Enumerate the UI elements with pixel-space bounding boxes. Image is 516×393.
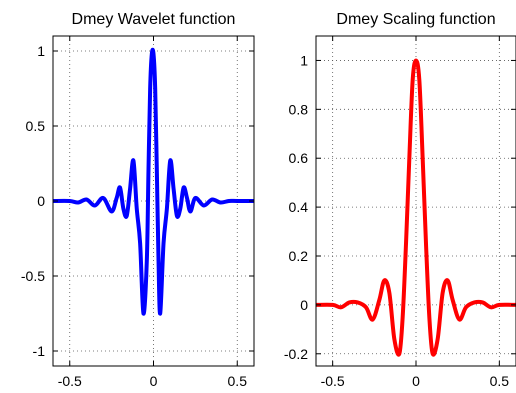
y-tick-label: 1 xyxy=(37,43,45,59)
y-tick-label: 0.2 xyxy=(289,248,309,264)
y-tick-label: 0.5 xyxy=(26,118,46,134)
y-tick-label: -0.2 xyxy=(284,346,308,362)
y-tick-label: 0 xyxy=(37,193,45,209)
series-line xyxy=(53,47,254,316)
x-tick-label: -0.5 xyxy=(321,373,345,389)
y-tick-label: 0.4 xyxy=(289,199,309,215)
x-tick-label: 0 xyxy=(412,373,420,389)
y-tick-label: -1 xyxy=(33,343,46,359)
x-tick-label: -0.5 xyxy=(58,373,82,389)
y-tick-label: -0.5 xyxy=(21,268,45,284)
chart-panel-2: Dmey Scaling function -0.5 0 0.5 -0.2 0 0.2 0.4… xyxy=(284,11,516,389)
x-tick-label: 0.5 xyxy=(228,373,248,389)
chart-title: Dmey Scaling function xyxy=(336,11,495,28)
chart-panel-1: Dmey Wavelet function -0.5 0 0.5 -1 -0.5 0 0.5 1 xyxy=(21,11,255,389)
x-tick-label: 0 xyxy=(150,373,158,389)
y-tick-label: 0.8 xyxy=(289,101,309,117)
y-tick-label: 1 xyxy=(300,52,308,68)
y-tick-label: 0.6 xyxy=(289,150,309,166)
x-tick-label: 0.5 xyxy=(490,373,510,389)
y-tick-label: 0 xyxy=(300,297,308,313)
series-line xyxy=(316,58,516,357)
chart-title: Dmey Wavelet function xyxy=(72,11,236,28)
